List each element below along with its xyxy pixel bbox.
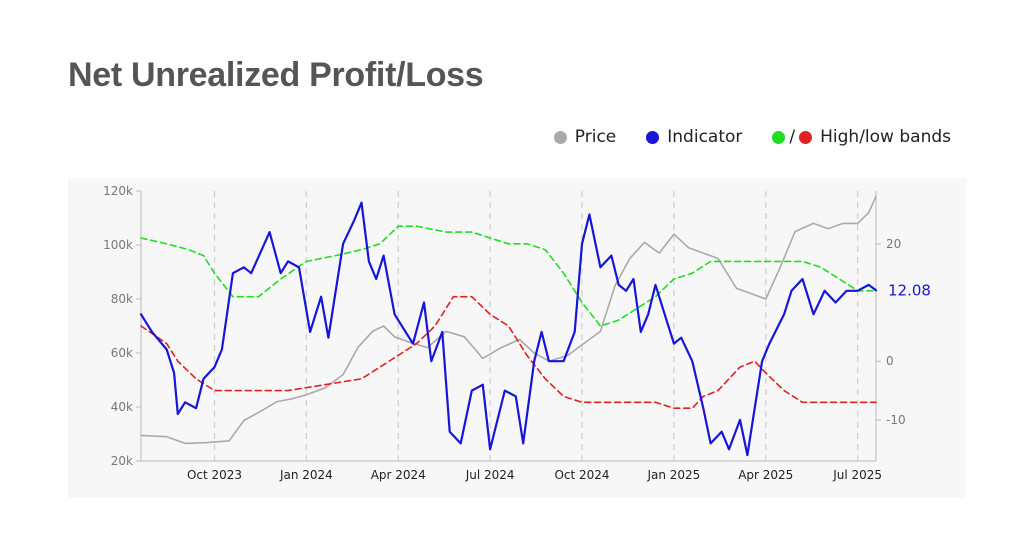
indicator-line bbox=[139, 201, 878, 457]
price-legend-marker bbox=[553, 130, 567, 144]
high-band-legend-marker bbox=[772, 130, 786, 144]
legend-price-label: Price bbox=[574, 127, 617, 147]
indicator-legend-marker bbox=[646, 130, 660, 144]
y-left-tick-label: 100k bbox=[103, 238, 133, 252]
x-tick-label: Apr 2024 bbox=[371, 468, 426, 482]
legend-indicator[interactable]: Indicator bbox=[646, 127, 742, 147]
x-tick-label: Jan 2025 bbox=[646, 468, 700, 482]
page-title: Net Unrealized Profit/Loss bbox=[68, 56, 484, 94]
indicator-last-value-label: 12.08 bbox=[888, 281, 931, 299]
y-left-tick-label: 120k bbox=[103, 184, 133, 198]
legend-bands[interactable]: / High/low bands bbox=[772, 127, 951, 147]
y-right-tick-label: 0 bbox=[886, 354, 894, 368]
y-left-tick-label: 80k bbox=[111, 292, 133, 306]
x-tick-label: Apr 2025 bbox=[738, 468, 793, 482]
y-left-tick-label: 40k bbox=[111, 400, 133, 414]
x-tick-label: Jul 2024 bbox=[465, 468, 515, 482]
y-right-tick-label: 20 bbox=[886, 237, 901, 251]
low-band-legend-marker bbox=[799, 130, 813, 144]
chart-svg: Oct 2023 Jan 2024 Apr 2024 Jul 2024 Oct 2024… bbox=[103, 184, 931, 482]
legend-indicator-label: Indicator bbox=[667, 127, 743, 147]
legend-bands-separator: / bbox=[789, 127, 796, 147]
low-band-line bbox=[140, 295, 877, 409]
chart-legend: Price Indicator / High/low bands bbox=[524, 127, 951, 147]
chart-area: Oct 2023 Jan 2024 Apr 2024 Jul 2024 Oct 2024… bbox=[68, 178, 966, 498]
y-left-tick-label: 60k bbox=[111, 346, 133, 360]
x-tick-label: Jan 2024 bbox=[279, 468, 333, 482]
x-tick-label: Jul 2025 bbox=[832, 468, 882, 482]
high-band-line bbox=[140, 225, 877, 327]
price-line bbox=[140, 195, 877, 445]
x-tick-label: Oct 2023 bbox=[187, 468, 242, 482]
y-right-tick-label: -10 bbox=[886, 413, 906, 427]
legend-bands-label: High/low bands bbox=[820, 127, 951, 147]
y-left-tick-label: 20k bbox=[111, 454, 133, 468]
legend-price[interactable]: Price bbox=[553, 127, 617, 147]
x-tick-label: Oct 2024 bbox=[554, 468, 609, 482]
